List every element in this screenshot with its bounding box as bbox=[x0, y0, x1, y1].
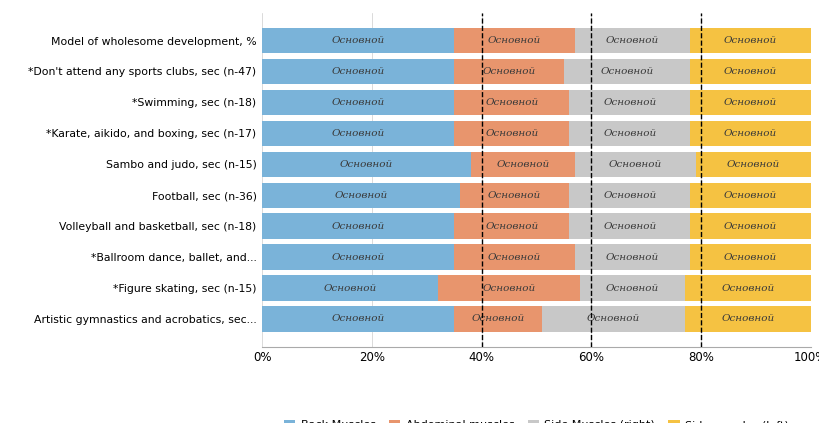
Bar bbox=[575, 28, 690, 53]
Text: Основной: Основной bbox=[600, 67, 654, 76]
Text: Основной: Основной bbox=[722, 283, 774, 293]
Text: Основной: Основной bbox=[472, 314, 525, 324]
Bar bbox=[471, 151, 575, 177]
Text: Основной: Основной bbox=[724, 191, 777, 200]
Text: Основной: Основной bbox=[603, 222, 656, 231]
Text: Основной: Основной bbox=[586, 314, 640, 324]
Bar bbox=[575, 244, 690, 270]
Bar bbox=[690, 244, 811, 270]
Bar bbox=[690, 28, 811, 53]
Text: Основной: Основной bbox=[603, 129, 656, 138]
Bar bbox=[685, 306, 811, 332]
Bar bbox=[690, 121, 811, 146]
Bar bbox=[262, 59, 454, 84]
Text: Основной: Основной bbox=[332, 222, 385, 231]
Text: Основной: Основной bbox=[724, 129, 777, 138]
Text: Основной: Основной bbox=[724, 98, 777, 107]
Bar bbox=[569, 214, 690, 239]
Bar bbox=[569, 90, 690, 115]
Text: Основной: Основной bbox=[724, 36, 777, 45]
Text: Основной: Основной bbox=[332, 129, 385, 138]
Text: Основной: Основной bbox=[603, 98, 656, 107]
Bar bbox=[575, 151, 695, 177]
Bar bbox=[262, 151, 471, 177]
Bar bbox=[581, 275, 685, 301]
Text: Основной: Основной bbox=[485, 222, 538, 231]
Bar bbox=[569, 121, 690, 146]
Bar bbox=[685, 275, 811, 301]
Bar bbox=[454, 59, 563, 84]
Bar bbox=[459, 183, 569, 208]
Text: Основной: Основной bbox=[332, 36, 385, 45]
Bar bbox=[454, 90, 569, 115]
Text: Основной: Основной bbox=[332, 253, 385, 261]
Bar bbox=[262, 28, 454, 53]
Bar bbox=[690, 59, 811, 84]
Bar bbox=[262, 275, 437, 301]
Bar bbox=[542, 306, 685, 332]
Bar bbox=[262, 183, 459, 208]
Bar bbox=[262, 306, 454, 332]
Text: Основной: Основной bbox=[332, 98, 385, 107]
Text: Основной: Основной bbox=[726, 160, 780, 169]
Bar bbox=[454, 244, 575, 270]
Text: Основной: Основной bbox=[482, 283, 536, 293]
Bar bbox=[454, 214, 569, 239]
Bar bbox=[690, 183, 811, 208]
Bar bbox=[262, 244, 454, 270]
Text: Основной: Основной bbox=[482, 67, 536, 76]
Text: Основной: Основной bbox=[609, 160, 662, 169]
Bar bbox=[690, 214, 811, 239]
Text: Основной: Основной bbox=[332, 67, 385, 76]
Text: Основной: Основной bbox=[485, 98, 538, 107]
Text: Основной: Основной bbox=[488, 191, 541, 200]
Text: Основной: Основной bbox=[485, 129, 538, 138]
Text: Основной: Основной bbox=[488, 36, 541, 45]
Bar bbox=[690, 90, 811, 115]
Bar bbox=[262, 90, 454, 115]
Text: Основной: Основной bbox=[606, 253, 659, 261]
Text: Основной: Основной bbox=[334, 191, 387, 200]
Bar bbox=[454, 121, 569, 146]
Text: Основной: Основной bbox=[724, 253, 777, 261]
Bar bbox=[262, 214, 454, 239]
Bar bbox=[262, 121, 454, 146]
Text: Основной: Основной bbox=[324, 283, 377, 293]
Bar bbox=[569, 183, 690, 208]
Text: Основной: Основной bbox=[340, 160, 393, 169]
Bar bbox=[695, 151, 811, 177]
Bar bbox=[454, 306, 542, 332]
Text: Основной: Основной bbox=[606, 36, 659, 45]
Text: Основной: Основной bbox=[496, 160, 550, 169]
Text: Основной: Основной bbox=[724, 222, 777, 231]
Text: Основной: Основной bbox=[722, 314, 774, 324]
Bar bbox=[437, 275, 581, 301]
Bar bbox=[454, 28, 575, 53]
Bar bbox=[563, 59, 690, 84]
Legend: Back Muscles, Abdominal muscles, Side Muscles (right), Side muscles (left): Back Muscles, Abdominal muscles, Side Mu… bbox=[279, 415, 794, 423]
Text: Основной: Основной bbox=[488, 253, 541, 261]
Text: Основной: Основной bbox=[724, 67, 777, 76]
Text: Основной: Основной bbox=[332, 314, 385, 324]
Text: Основной: Основной bbox=[603, 191, 656, 200]
Text: Основной: Основной bbox=[606, 283, 659, 293]
